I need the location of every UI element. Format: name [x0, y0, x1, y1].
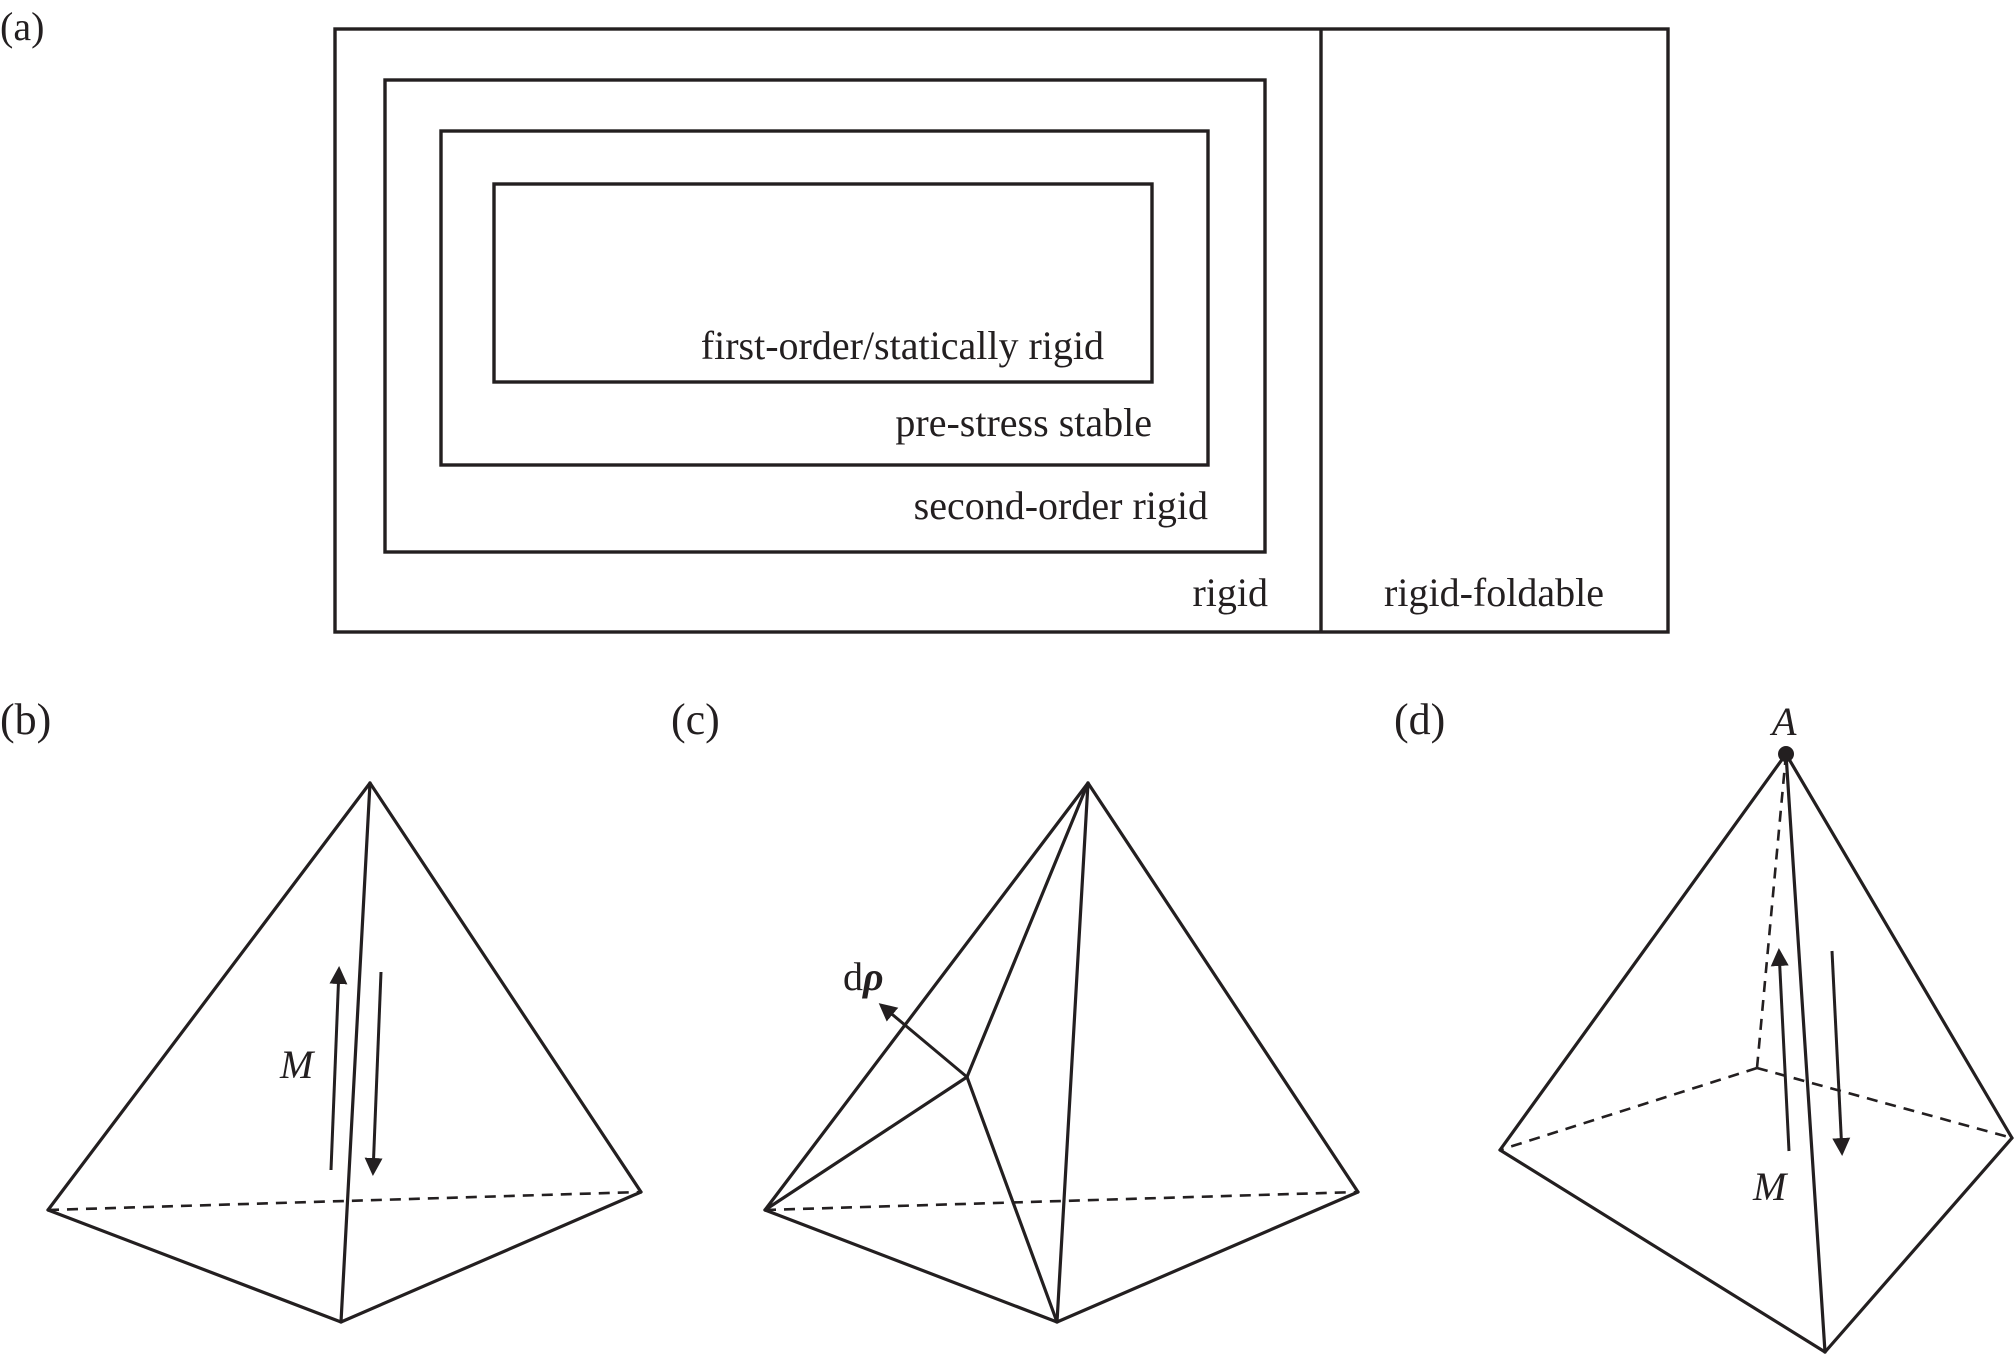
edge-apex-left: [1498, 752, 1788, 1152]
edge-left-front: [763, 1208, 1059, 1324]
edge-left-front: [1498, 1148, 1827, 1354]
moment-arrow-down: [1830, 950, 1851, 1156]
edge-left-front: [46, 1208, 343, 1324]
edge-apex-right: [1086, 781, 1360, 1194]
displacement-label: dρ: [843, 954, 884, 999]
moment-arrow-up: [1770, 948, 1791, 1152]
rigid-label: rigid: [1192, 570, 1268, 615]
moment-label-d: M: [1752, 1164, 1789, 1209]
edge-apex-left: [46, 781, 372, 1212]
rigid-foldable-label: rigid-foldable: [1384, 570, 1604, 615]
edge-apex-left: [763, 781, 1090, 1212]
edge-apex-front: [339, 781, 372, 1324]
moment-arrow-up: [329, 966, 348, 1171]
panel-b-label: (b): [0, 695, 51, 744]
fold-edge-front: [965, 1075, 1059, 1324]
moment-arrow-down: [364, 971, 383, 1176]
first-order-label: first-order/statically rigid: [701, 323, 1104, 368]
edge-right-front: [1823, 1136, 2014, 1354]
prestress-label: pre-stress stable: [895, 400, 1152, 445]
hidden-edge-back-left: [1499, 1066, 1758, 1152]
fold-edge-left: [763, 1075, 969, 1212]
panel-c: (c) dρ: [671, 695, 1360, 1324]
panel-b: (b) M: [0, 695, 643, 1324]
fold-edge-apex: [965, 781, 1090, 1079]
prestress-box: [439, 129, 1210, 467]
hidden-edge-back-right: [1756, 1066, 2013, 1140]
edge-right-front: [339, 1190, 643, 1324]
panel-a: (a) first-order/statically rigid pre-str…: [0, 4, 1670, 634]
hidden-edge-apex-back: [1755, 753, 1788, 1069]
second-order-box: [383, 78, 1267, 554]
apex-front-edge: [1055, 781, 1090, 1324]
edge-apex-front: [1784, 752, 1827, 1354]
hidden-edge: [47, 1190, 642, 1212]
edge-apex-right: [1784, 752, 2014, 1140]
moment-label-b: M: [279, 1042, 316, 1087]
panel-c-label: (c): [671, 695, 720, 744]
vertex-a-label: A: [1769, 699, 1797, 744]
first-order-box: [492, 182, 1154, 384]
vertex-a-dot: [1778, 746, 1794, 762]
panel-d: (d) A M: [1394, 695, 2014, 1354]
second-order-label: second-order rigid: [914, 483, 1208, 528]
panel-d-label: (d): [1394, 695, 1445, 744]
edge-apex-right: [368, 781, 643, 1194]
displacement-arrow: [878, 1003, 968, 1079]
hidden-edge: [764, 1190, 1359, 1212]
panel-a-label: (a): [0, 4, 44, 49]
outer-box: [333, 27, 1670, 634]
edge-right-front: [1055, 1190, 1360, 1324]
